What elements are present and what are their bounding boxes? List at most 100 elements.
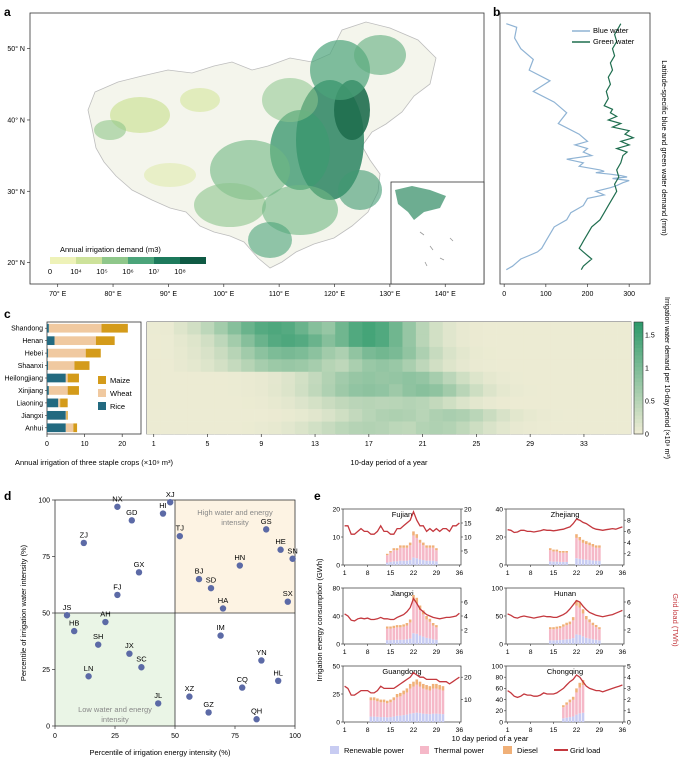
point-label-sd: SD	[206, 576, 217, 585]
e-bar-renewable	[405, 714, 409, 722]
heatmap-cell	[281, 371, 296, 385]
e-bar-thermal	[372, 700, 376, 717]
c-bar-wheat	[65, 423, 74, 433]
c-heat-x-tick-label: 25	[472, 441, 480, 448]
panel-d: High water and energy intensity Low water…	[19, 490, 301, 757]
d-y-tick-label: 100	[38, 498, 50, 505]
heatmap-cell	[442, 346, 457, 360]
colorbar-step	[634, 415, 643, 420]
c-bar-rice	[47, 386, 49, 395]
e-bar-thermal	[412, 686, 415, 714]
heatmap-cell	[442, 421, 457, 435]
e-bar-diesel	[402, 545, 405, 548]
e-bar-thermal	[422, 688, 425, 714]
e-x-tick-label: 29	[596, 570, 604, 577]
heatmap-cell	[214, 384, 228, 397]
e-bar-thermal	[402, 626, 405, 640]
heatmap-cell	[550, 334, 565, 348]
e-bar-thermal	[571, 699, 575, 717]
point-gd	[128, 517, 135, 524]
heatmap-cell	[550, 421, 565, 435]
heatmap-cell	[241, 371, 255, 385]
e-right-tick-label: 5	[464, 548, 468, 555]
heatmap-cell	[456, 334, 470, 348]
e-bar-diesel	[548, 548, 552, 551]
e-x-tick-label: 22	[573, 649, 581, 656]
b-x-ticks: 0 100 200 300	[502, 284, 635, 298]
legend-blue-water: Blue water	[593, 26, 629, 35]
e-bar-thermal	[578, 687, 582, 714]
e-bar-diesel	[428, 686, 432, 691]
lon-tick-label: 90° E	[160, 290, 178, 298]
heatmap-cell	[590, 396, 605, 410]
heatmap-cell	[496, 322, 511, 335]
heatmap-cell	[590, 322, 605, 335]
heatmap-cell	[335, 359, 349, 373]
heatmap-cell	[294, 371, 309, 385]
heatmap-cell	[227, 409, 242, 422]
c-row-label: Hebei	[25, 351, 44, 358]
e-bar-diesel	[562, 624, 565, 627]
point-xz	[186, 693, 193, 700]
map-demand-blobs	[94, 35, 406, 258]
e-bar-diesel	[575, 600, 578, 606]
map-demand-area	[354, 35, 406, 75]
heatmap-cell	[254, 322, 269, 335]
heatmap-cell	[268, 334, 282, 348]
point-ln	[85, 673, 92, 680]
e-bar-diesel	[422, 683, 425, 689]
b-x-tick-label: 200	[582, 291, 594, 298]
e-x-tick-label: 15	[387, 649, 395, 656]
heatmap-cell	[241, 409, 255, 422]
e-bar-renewable	[585, 559, 588, 565]
heatmap-cell	[308, 396, 323, 410]
e-bar-diesel	[575, 534, 578, 538]
lon-tick-label: 80° E	[104, 290, 122, 298]
heatmap-cell	[187, 371, 202, 385]
point-label-gx: GX	[134, 560, 145, 569]
heatmap-cell	[577, 322, 591, 335]
e-bar-thermal	[598, 629, 601, 641]
c-bar-rice	[47, 373, 66, 383]
e-bar-renewable	[581, 712, 585, 722]
c-colorbar-label: Irrigation water demand per 10-day perio…	[663, 297, 670, 459]
map-legend-tick: 10⁷	[148, 267, 159, 276]
heatmap-cell	[590, 371, 605, 385]
heatmap-cell	[523, 334, 538, 348]
e-bar-diesel	[408, 683, 412, 689]
e-bar-renewable	[389, 561, 392, 565]
e-x-tick-label: 29	[596, 727, 604, 734]
e-x-tick-label: 22	[573, 570, 581, 577]
e-left-tick-label: 20	[495, 534, 503, 541]
e-bar-diesel	[558, 551, 562, 553]
heatmap-cell	[590, 421, 605, 435]
heatmap-cell	[362, 334, 376, 348]
e-bar-thermal	[575, 605, 578, 635]
point-label-hb: HB	[69, 619, 79, 628]
e-bar-renewable	[418, 559, 422, 565]
heatmap-cell	[214, 409, 228, 422]
e-left-tick-label: 40	[332, 613, 340, 620]
heatmap-cell	[160, 346, 175, 360]
heatmap-cell	[442, 409, 457, 422]
heatmap-cell	[375, 409, 390, 422]
heatmap-cell	[456, 359, 470, 373]
e-bar-thermal	[395, 697, 399, 716]
e-bar-diesel	[405, 545, 409, 548]
heatmap-cell	[429, 322, 444, 335]
heatmap-cell	[147, 421, 161, 435]
heatmap-cell	[563, 359, 578, 373]
heatmap-cell	[563, 346, 578, 360]
e-bar-diesel	[578, 537, 582, 541]
heatmap-cell	[281, 384, 296, 397]
colorbar-step	[634, 385, 643, 390]
heatmap-cell	[469, 322, 484, 335]
heatmap-cell	[160, 421, 175, 435]
c-bar-maize	[66, 410, 68, 420]
heatmap-cell	[483, 371, 497, 385]
heatmap-cell	[160, 396, 175, 410]
heatmap-cell	[362, 371, 376, 385]
e-bar-renewable	[594, 560, 598, 565]
e-x-tick-label: 8	[529, 649, 533, 656]
heatmap-cell	[402, 334, 417, 348]
